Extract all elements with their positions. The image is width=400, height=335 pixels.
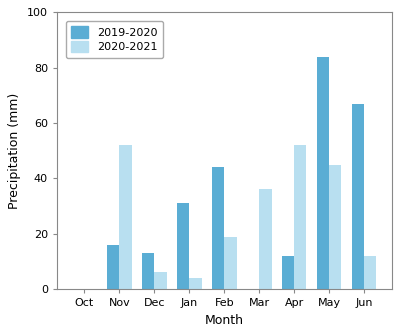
Bar [259, 190, 272, 289]
Bar [177, 203, 189, 289]
Bar [119, 145, 132, 289]
Bar [154, 272, 166, 289]
Bar [294, 145, 306, 289]
X-axis label: Month: Month [205, 314, 244, 327]
Bar [107, 245, 119, 289]
Legend: 2019-2020, 2020-2021: 2019-2020, 2020-2021 [66, 21, 163, 58]
Bar [189, 278, 202, 289]
Bar [212, 167, 224, 289]
Bar [317, 57, 329, 289]
Bar [224, 237, 236, 289]
Bar [282, 256, 294, 289]
Y-axis label: Precipitation (mm): Precipitation (mm) [8, 92, 21, 209]
Bar [352, 104, 364, 289]
Bar [364, 256, 376, 289]
Bar [329, 164, 342, 289]
Bar [142, 253, 154, 289]
